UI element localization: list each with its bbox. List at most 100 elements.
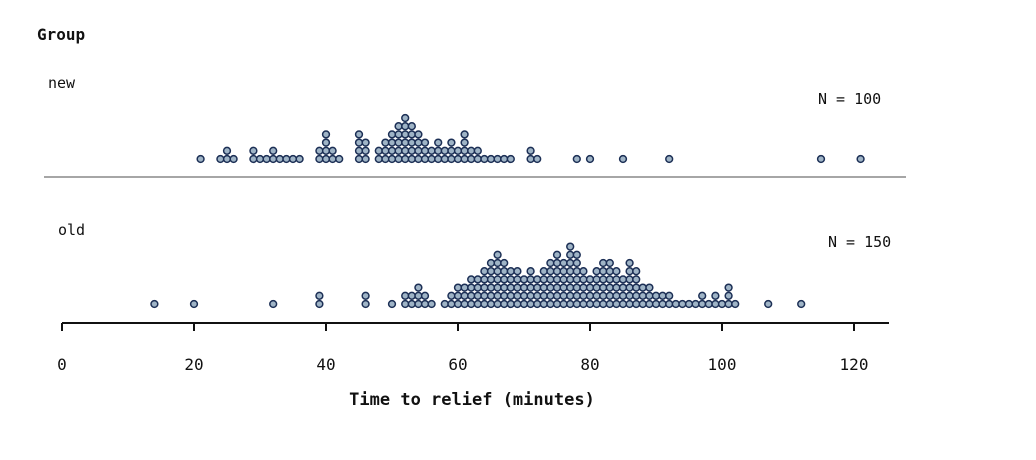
dot-new: [467, 154, 476, 164]
dot-old: [638, 283, 647, 292]
dot-new: [387, 138, 397, 147]
dot-old: [420, 299, 430, 309]
dot-old: [632, 275, 641, 284]
dot-old: [486, 299, 496, 309]
dot-old: [585, 275, 595, 284]
dot-new: [321, 130, 331, 139]
dot-old: [552, 250, 562, 259]
dot-old: [401, 291, 410, 300]
dot-new: [321, 154, 331, 164]
dot-old: [513, 275, 522, 284]
dot-old: [486, 258, 496, 268]
dot-new: [354, 138, 364, 147]
dot-old: [566, 242, 575, 251]
dot-old: [447, 299, 456, 309]
dot-old: [526, 267, 535, 276]
dot-old: [480, 291, 489, 300]
dot-new: [249, 154, 258, 164]
dot-old: [361, 299, 370, 309]
dot-old: [678, 299, 687, 309]
dot-old: [605, 299, 614, 309]
dot-new: [216, 154, 225, 164]
dot-old: [559, 258, 568, 268]
group-label-old: old: [58, 221, 85, 239]
dot-old: [513, 283, 522, 292]
dot-old: [698, 291, 707, 300]
dot-new: [387, 146, 397, 155]
dot-old: [414, 299, 423, 309]
dot-new: [282, 154, 291, 164]
dot-old: [500, 291, 509, 300]
dot-old: [605, 258, 614, 268]
dot-old: [559, 275, 568, 284]
dot-old: [599, 291, 608, 300]
dot-old: [500, 267, 509, 276]
dot-old: [407, 299, 416, 309]
dot-new: [275, 154, 284, 164]
dot-old: [150, 299, 159, 309]
dot-new: [427, 154, 436, 164]
dot-old: [460, 299, 469, 309]
dot-old: [592, 267, 601, 276]
dot-new: [354, 154, 364, 164]
dot-new: [440, 154, 449, 164]
dot-old: [585, 291, 595, 300]
dot-old: [493, 258, 502, 268]
dot-old: [638, 299, 647, 309]
dot-old: [717, 299, 727, 309]
dot-old: [618, 283, 628, 292]
dot-old: [625, 267, 634, 276]
dot-old: [533, 299, 542, 309]
dot-old: [315, 291, 324, 300]
dot-new: [381, 138, 390, 147]
dot-old: [480, 299, 489, 309]
dot-new: [467, 146, 476, 155]
dot-old: [546, 291, 555, 300]
dot-new: [618, 154, 628, 164]
dot-new: [335, 154, 344, 164]
dot-old: [559, 267, 568, 276]
dot-new: [493, 154, 502, 164]
x-tick-label-120: 120: [840, 355, 869, 374]
dot-old: [460, 283, 469, 292]
dot-new: [354, 146, 364, 155]
dot-old: [612, 275, 621, 284]
dot-new: [315, 154, 324, 164]
dot-new: [434, 146, 443, 155]
dot-old: [566, 283, 575, 292]
dot-old: [711, 291, 720, 300]
dot-old: [387, 299, 397, 309]
x-axis-ticks: 0 20 40 60 80 100 120: [57, 323, 868, 374]
dot-new: [572, 154, 581, 164]
dot-old: [526, 283, 535, 292]
dot-new: [249, 146, 258, 155]
dot-new: [269, 146, 278, 155]
x-tick-label-20: 20: [184, 355, 203, 374]
dot-old: [552, 299, 562, 309]
dot-old: [585, 283, 595, 292]
dot-old: [632, 283, 641, 292]
dot-old: [618, 299, 628, 309]
dot-old: [473, 283, 482, 292]
dot-new: [407, 130, 416, 139]
dot-old: [361, 291, 370, 300]
dot-old: [440, 299, 449, 309]
dot-new: [387, 154, 397, 164]
dot-old: [506, 267, 515, 276]
dot-new: [321, 146, 331, 155]
dot-old: [731, 299, 740, 309]
dot-old: [552, 267, 562, 276]
dot-old: [559, 291, 568, 300]
dot-old: [579, 283, 588, 292]
dot-new: [414, 154, 423, 164]
dot-old: [414, 283, 423, 292]
dot-new: [434, 138, 443, 147]
dot-new: [374, 146, 383, 155]
dot-old: [467, 283, 476, 292]
dot-new: [361, 154, 370, 164]
dot-new: [394, 146, 403, 155]
dots-new: [196, 113, 865, 164]
dot-new: [401, 122, 410, 131]
x-tick-label-60: 60: [448, 355, 467, 374]
dot-new: [401, 113, 410, 123]
